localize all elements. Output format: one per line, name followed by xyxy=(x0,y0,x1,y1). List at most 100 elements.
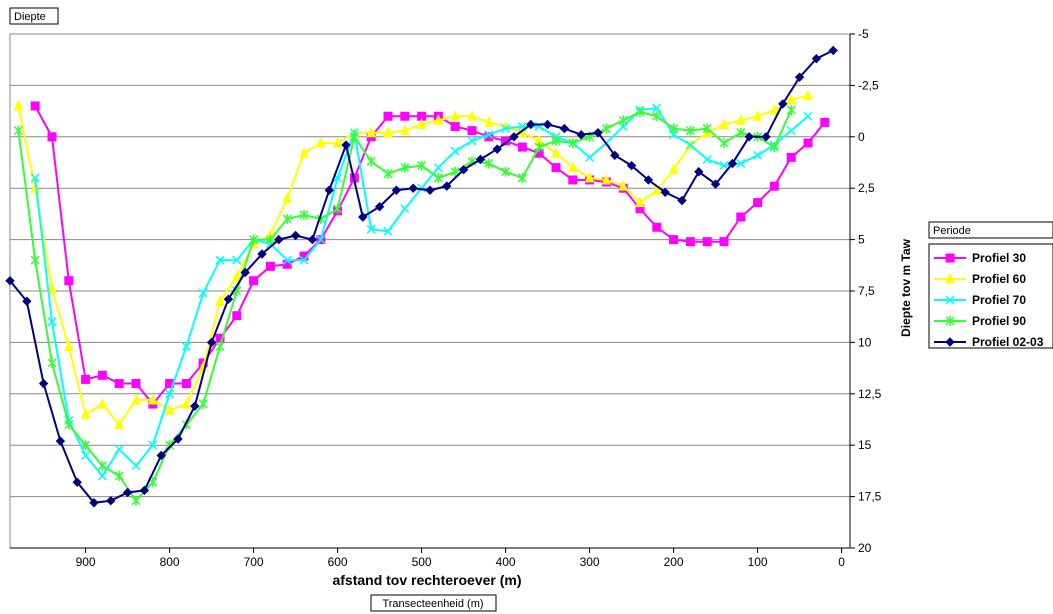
x-axis-label: afstand tov rechteroever (m) xyxy=(332,572,521,588)
data-point xyxy=(30,173,40,183)
data-point xyxy=(710,179,721,189)
data-point xyxy=(786,93,796,105)
data-point xyxy=(114,444,124,454)
data-point xyxy=(131,495,141,506)
data-point xyxy=(416,118,427,129)
data-point xyxy=(618,179,628,191)
legend-swatch-marker xyxy=(945,272,955,284)
data-point xyxy=(534,142,544,153)
data-point xyxy=(484,130,494,140)
data-point xyxy=(148,393,158,405)
data-point xyxy=(164,404,175,415)
y-tick-label: 10 xyxy=(858,335,872,349)
series-line xyxy=(9,49,834,504)
data-point xyxy=(467,110,477,121)
data-point xyxy=(635,196,645,208)
data-point xyxy=(685,237,695,247)
data-point xyxy=(400,111,410,121)
data-point xyxy=(400,124,410,136)
data-point xyxy=(22,296,32,306)
data-point xyxy=(366,156,376,167)
data-point xyxy=(702,123,712,134)
data-point xyxy=(643,175,654,185)
data-point xyxy=(719,237,729,247)
data-point xyxy=(114,379,124,389)
data-point xyxy=(778,99,788,109)
data-point xyxy=(626,160,637,171)
data-point xyxy=(165,389,175,399)
data-point xyxy=(55,436,66,446)
legend-swatch-marker xyxy=(945,337,955,347)
y-tick-label: 15 xyxy=(858,438,872,452)
data-point xyxy=(433,172,443,183)
data-point xyxy=(736,212,746,222)
data-point xyxy=(736,127,746,138)
data-point xyxy=(517,172,527,183)
data-point xyxy=(719,161,729,171)
data-point xyxy=(786,126,796,136)
data-point xyxy=(744,132,754,142)
data-point xyxy=(181,341,191,352)
data-point xyxy=(417,183,427,193)
data-point xyxy=(38,378,49,389)
data-point xyxy=(290,230,301,241)
data-point xyxy=(467,126,477,136)
data-point xyxy=(299,255,309,265)
data-point xyxy=(568,175,578,185)
data-point xyxy=(484,158,494,169)
y-tick-label: 12,5 xyxy=(858,387,882,401)
data-point xyxy=(542,119,553,130)
data-point xyxy=(753,198,763,208)
data-point xyxy=(433,163,443,173)
data-point xyxy=(274,234,284,245)
data-point xyxy=(551,135,561,146)
data-point xyxy=(249,276,259,286)
data-point xyxy=(97,397,108,409)
y-tick-label: 5 xyxy=(858,233,865,247)
x-tick-label: 700 xyxy=(244,555,264,569)
legend-label: Profiel 02-03 xyxy=(972,335,1044,349)
legend-label: Profiel 30 xyxy=(972,251,1026,265)
data-point xyxy=(206,337,217,348)
y-tick-label: 17,5 xyxy=(858,490,882,504)
data-point xyxy=(685,125,695,136)
data-point xyxy=(400,204,410,214)
x-axis-box xyxy=(370,594,497,612)
data-point xyxy=(131,461,141,471)
data-point xyxy=(442,181,452,191)
data-point xyxy=(383,168,393,179)
data-point xyxy=(30,101,40,111)
data-point xyxy=(282,192,292,203)
data-point xyxy=(97,460,107,471)
data-point xyxy=(828,45,838,56)
data-point xyxy=(568,161,578,173)
data-point xyxy=(526,119,536,130)
data-point xyxy=(299,147,309,158)
data-point xyxy=(215,341,225,352)
data-point xyxy=(803,111,813,121)
data-point xyxy=(72,477,82,487)
data-point xyxy=(769,181,779,191)
data-point xyxy=(660,187,670,198)
data-point xyxy=(232,311,242,321)
data-point xyxy=(803,138,813,148)
series-line xyxy=(17,94,809,427)
x-tick-label: 0 xyxy=(838,555,845,569)
data-point xyxy=(64,340,74,352)
data-point xyxy=(601,123,611,134)
legend-title-box xyxy=(928,221,1053,239)
data-point xyxy=(333,203,343,214)
data-point xyxy=(47,132,57,142)
data-point xyxy=(752,110,763,121)
data-point xyxy=(97,471,107,481)
legend-label: Profiel 60 xyxy=(972,272,1026,286)
series-profiel-30 xyxy=(30,101,830,409)
data-point xyxy=(316,235,326,245)
data-point xyxy=(349,131,359,142)
data-point xyxy=(30,255,40,266)
data-point xyxy=(425,185,435,195)
y-tick-label: -5 xyxy=(858,27,869,41)
data-point xyxy=(198,399,208,410)
y-tick-label: 20 xyxy=(858,541,872,555)
